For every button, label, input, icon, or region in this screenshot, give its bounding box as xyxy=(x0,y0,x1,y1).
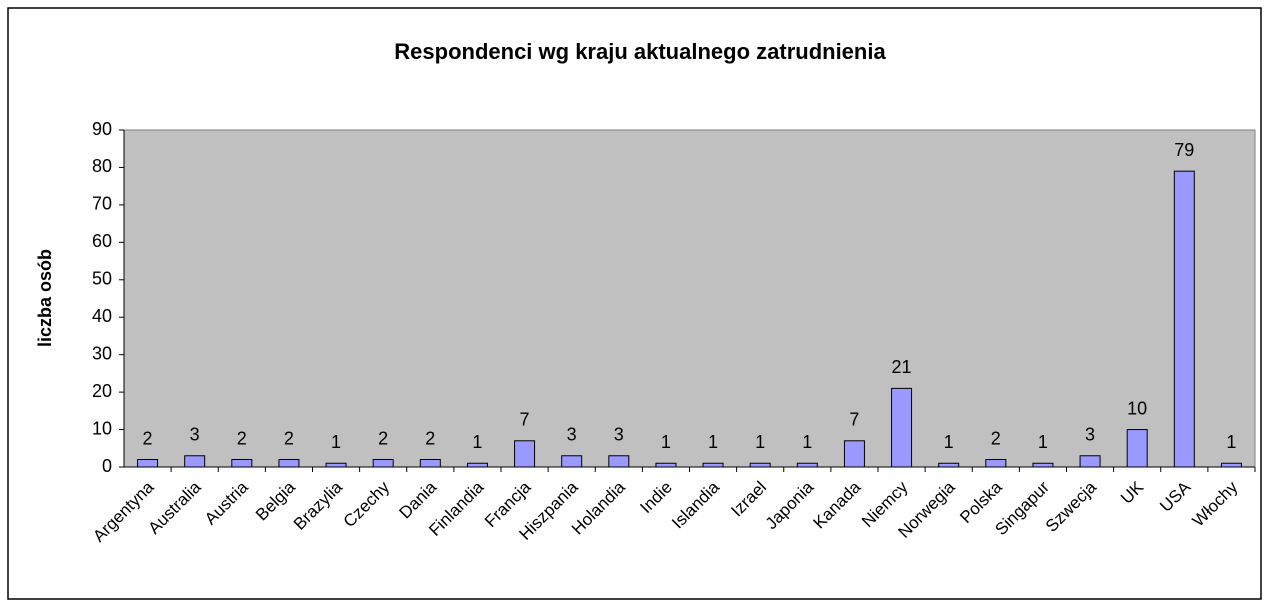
value-label: 1 xyxy=(331,432,341,452)
value-label: 3 xyxy=(567,425,577,445)
value-label: 3 xyxy=(1085,425,1095,445)
bar xyxy=(985,459,1007,468)
value-label: 2 xyxy=(284,428,294,448)
bar xyxy=(561,455,583,468)
y-tick-label: 50 xyxy=(92,269,112,289)
value-label: 3 xyxy=(190,425,200,445)
value-label: 7 xyxy=(849,410,859,430)
y-tick-label: 90 xyxy=(92,119,112,139)
bar xyxy=(137,459,159,468)
bar xyxy=(466,462,488,468)
value-label: 3 xyxy=(614,425,624,445)
y-tick-label: 10 xyxy=(92,418,112,438)
value-label: 21 xyxy=(892,357,912,377)
bar xyxy=(1079,455,1101,468)
value-label: 2 xyxy=(143,428,153,448)
y-tick-label: 0 xyxy=(102,456,112,476)
value-label: 1 xyxy=(1226,432,1236,452)
value-label: 1 xyxy=(708,432,718,452)
y-tick-label: 40 xyxy=(92,306,112,326)
bar xyxy=(1126,429,1148,468)
y-tick-label: 60 xyxy=(92,231,112,251)
bar xyxy=(938,462,960,468)
value-label: 1 xyxy=(661,432,671,452)
y-tick-label: 30 xyxy=(92,343,112,363)
y-tick-label: 80 xyxy=(92,156,112,176)
value-label: 1 xyxy=(755,432,765,452)
value-label: 1 xyxy=(472,432,482,452)
chart-title: Respondenci wg kraju aktualnego zatrudni… xyxy=(394,39,886,64)
bar xyxy=(749,462,771,468)
y-tick-label: 70 xyxy=(92,194,112,214)
bar xyxy=(655,462,677,468)
bar xyxy=(372,459,394,468)
bar xyxy=(184,455,206,468)
value-label: 1 xyxy=(944,432,954,452)
y-axis-label: liczba osób xyxy=(35,249,55,347)
value-label: 2 xyxy=(378,428,388,448)
bar xyxy=(278,459,300,468)
bar xyxy=(1173,170,1195,468)
value-label: 2 xyxy=(991,428,1001,448)
plot-area xyxy=(123,129,1256,468)
bar xyxy=(514,440,536,468)
bar xyxy=(891,387,913,468)
bar xyxy=(1220,462,1242,468)
y-tick-label: 20 xyxy=(92,381,112,401)
bar xyxy=(796,462,818,468)
bar xyxy=(608,455,630,468)
value-label: 2 xyxy=(237,428,247,448)
value-label: 2 xyxy=(425,428,435,448)
value-label: 1 xyxy=(1038,432,1048,452)
value-label: 7 xyxy=(520,410,530,430)
bar xyxy=(325,462,347,468)
bar xyxy=(702,462,724,468)
bar xyxy=(419,459,441,468)
value-label: 1 xyxy=(802,432,812,452)
value-label: 10 xyxy=(1127,398,1147,418)
value-label: 79 xyxy=(1174,140,1194,160)
bar xyxy=(843,440,865,468)
bar xyxy=(1032,462,1054,468)
bar xyxy=(231,459,253,468)
